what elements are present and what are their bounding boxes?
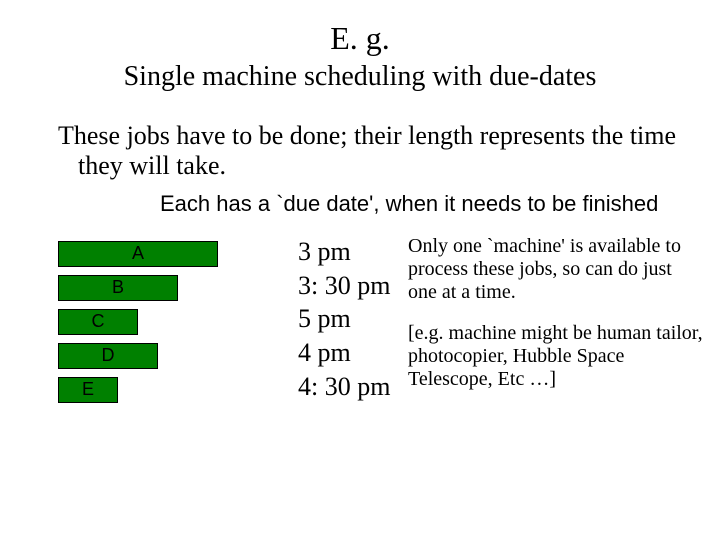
note-text: Each has a `due date', when it needs to … <box>10 191 710 217</box>
due-time: 3 pm <box>298 235 408 269</box>
explain-column: Only one `machine' is available to proce… <box>408 235 710 411</box>
job-bar-c: C <box>58 309 138 335</box>
bars-column: A B C D E <box>58 235 258 411</box>
job-bar-a: A <box>58 241 218 267</box>
slide-subtitle: Single machine scheduling with due-dates <box>10 61 710 93</box>
job-bar-b: B <box>58 275 178 301</box>
slide: E. g. Single machine scheduling with due… <box>0 0 720 411</box>
due-time: 5 pm <box>298 302 408 336</box>
explain-paragraph: [e.g. machine might be human tailor, pho… <box>408 322 704 391</box>
job-bar-d: D <box>58 343 158 369</box>
due-time: 4: 30 pm <box>298 370 408 404</box>
due-time: 3: 30 pm <box>298 269 408 303</box>
slide-title: E. g. <box>10 20 710 57</box>
content-row: A B C D E 3 pm 3: 30 pm 5 pm 4 pm 4: 30 … <box>10 235 710 411</box>
job-bar-e: E <box>58 377 118 403</box>
due-time: 4 pm <box>298 336 408 370</box>
explain-paragraph: Only one `machine' is available to proce… <box>408 235 704 304</box>
intro-text: These jobs have to be done; their length… <box>30 121 710 181</box>
times-column: 3 pm 3: 30 pm 5 pm 4 pm 4: 30 pm <box>258 235 408 411</box>
